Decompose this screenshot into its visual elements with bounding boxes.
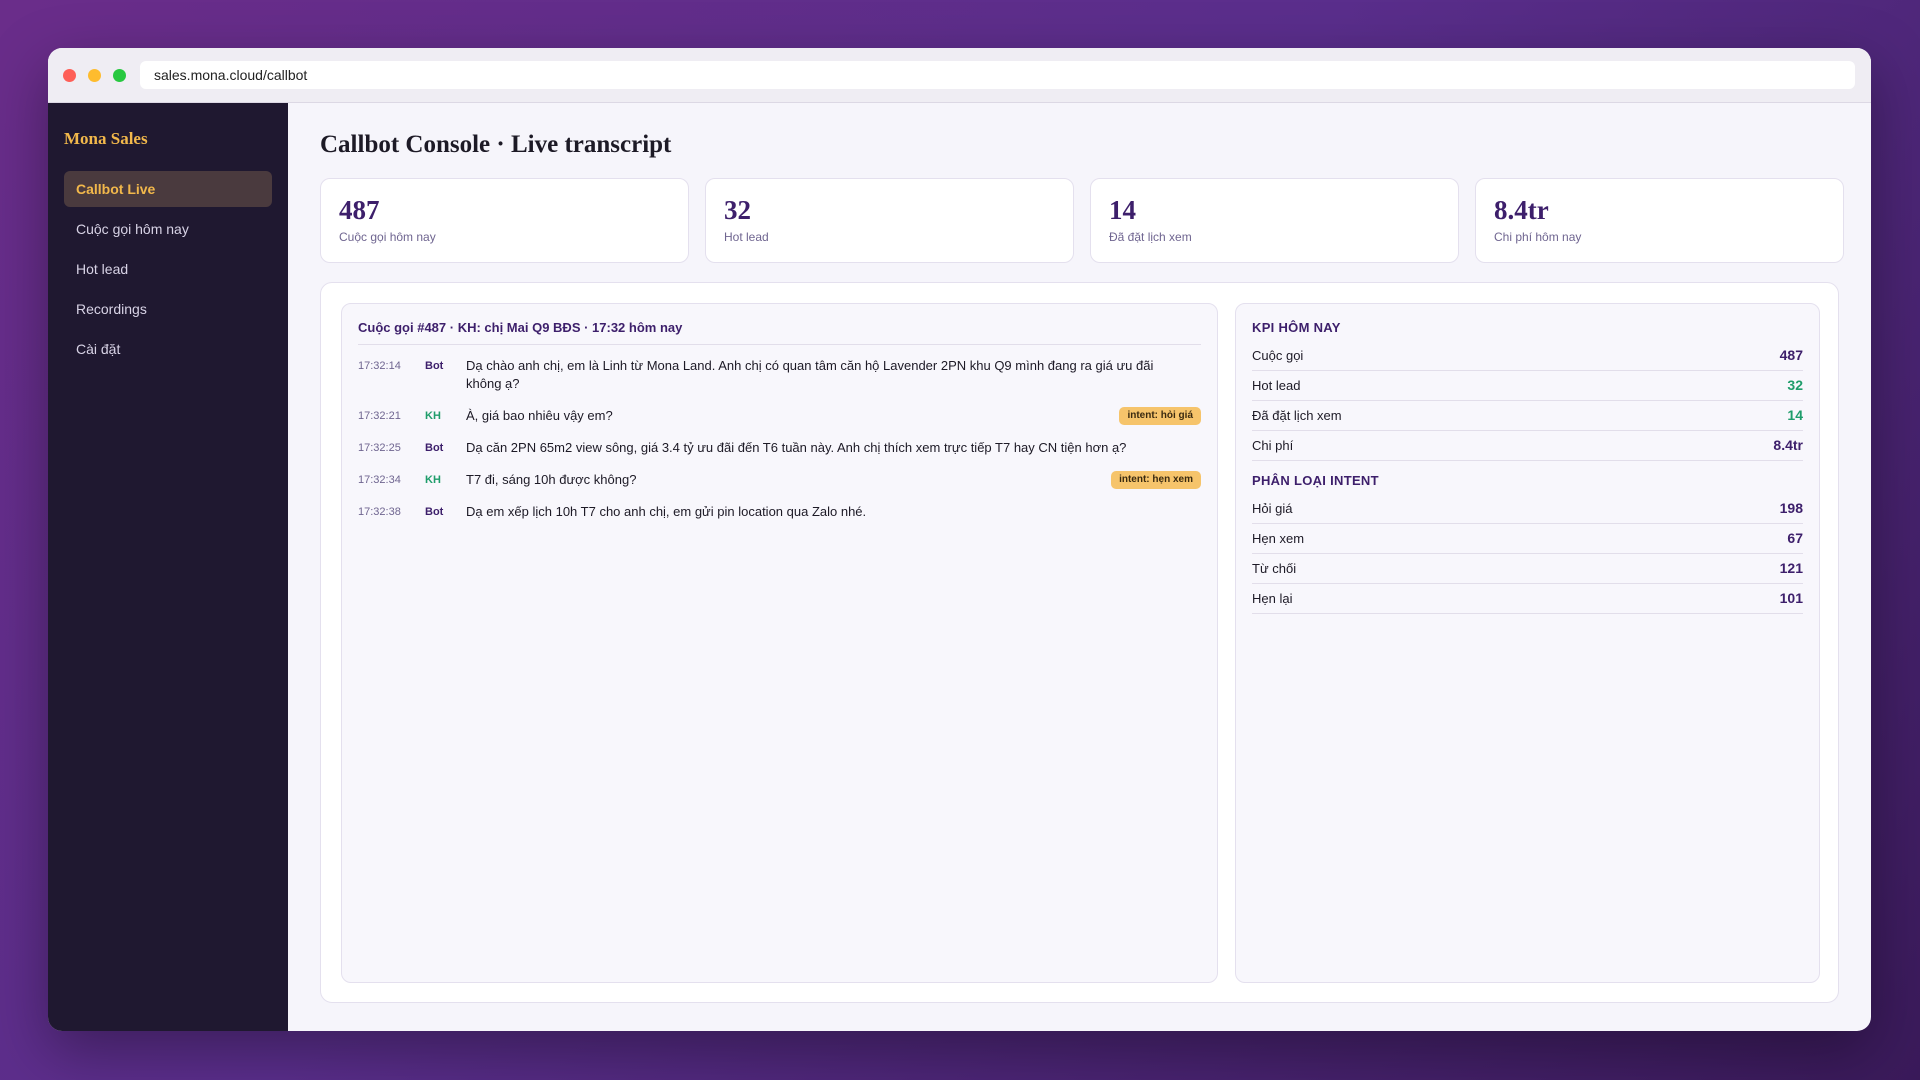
zoom-button[interactable] — [113, 69, 126, 82]
stat-value: 32 — [724, 195, 751, 225]
stat-label: Chi phí hôm nay — [1494, 230, 1582, 244]
kpi-label: Hẹn lại — [1252, 591, 1293, 606]
kpi-value: 121 — [1779, 560, 1803, 576]
nav-item[interactable]: Recordings — [76, 301, 147, 317]
speaker: Bot — [425, 506, 444, 518]
kpi-value: 198 — [1779, 500, 1803, 516]
stat-label: Đã đặt lịch xem — [1109, 230, 1192, 244]
stat-label: Cuộc gọi hôm nay — [339, 230, 436, 244]
timestamp: 17:32:14 — [358, 360, 401, 372]
message: 17:32:21 KH À, giá bao nhiêu vậy em? intent… — [358, 407, 1201, 425]
stat-value: 14 — [1109, 195, 1136, 225]
message-text: À, giá bao nhiêu vậy em? — [466, 408, 613, 423]
close-button[interactable] — [63, 69, 76, 82]
kpi-section: KPI HÔM NAY Cuộc gọi 487 Hot lead 32 Đã đặt l… — [1252, 320, 1803, 461]
kpi-row: Hẹn xem 67 — [1252, 524, 1803, 554]
url-bar[interactable]: sales.mona.cloud/callbot — [140, 61, 1855, 89]
kpi-value: 487 — [1779, 347, 1803, 363]
page-title: Callbot Console · Live transcript — [320, 131, 672, 158]
kpi-row: Hẹn lại 101 — [1252, 584, 1803, 614]
transcript-header: Cuộc gọi #487 · KH: chị Mai Q9 BĐS · 17:… — [358, 320, 1201, 345]
speaker: Bot — [425, 442, 444, 454]
section-title: KPI HÔM NAY — [1252, 320, 1341, 335]
nav-item[interactable]: Callbot Live — [64, 171, 272, 207]
kpi-label: Hot lead — [1252, 378, 1301, 393]
section-title: PHÂN LOẠI INTENT — [1252, 473, 1379, 488]
title-bar: sales.mona.cloud/callbot — [48, 48, 1871, 103]
kpi-value: 101 — [1779, 590, 1803, 606]
browser-window: sales.mona.cloud/callbot Mona Sales Call… — [48, 48, 1871, 1031]
stat-value: 487 — [339, 195, 380, 225]
kpi-panel: KPI HÔM NAY Cuộc gọi 487 Hot lead 32 Đã đặt l… — [1235, 303, 1820, 983]
kpi-row: Hot lead 32 — [1252, 371, 1803, 401]
stat-card: 8.4tr Chi phí hôm nay — [1475, 178, 1844, 263]
message: 17:32:14 Bot Dạ chào anh chị, em là Linh t… — [358, 357, 1201, 393]
stat-card: 32 Hot lead — [705, 178, 1074, 263]
message-text: Dạ căn 2PN 65m2 view sông, giá 3.4 tỷ ưu… — [466, 440, 1127, 455]
kpi-label: Hỏi giá — [1252, 501, 1293, 516]
stat-value: 8.4tr — [1494, 195, 1549, 225]
transcript: Cuộc gọi #487 · KH: chị Mai Q9 BĐS · 17:… — [341, 303, 1218, 983]
speaker: KH — [425, 474, 441, 486]
sidebar: Mona Sales Callbot Live Cuộc gọi hôm nay H… — [48, 103, 288, 1031]
kpi-section: PHÂN LOẠI INTENT Hỏi giá 198 Hẹn xem 67 Từ ch… — [1252, 473, 1803, 614]
nav-item[interactable]: Hot lead — [76, 261, 129, 277]
kpi-value: 32 — [1787, 377, 1803, 393]
kpi-row: Hỏi giá 198 — [1252, 494, 1803, 524]
kpi-label: Từ chối — [1252, 561, 1297, 576]
message-text: Dạ chào anh chị, em là Linh từ Mona Land… — [466, 358, 1154, 391]
minimize-button[interactable] — [88, 69, 101, 82]
stat-label: Hot lead — [724, 230, 769, 244]
timestamp: 17:32:34 — [358, 474, 401, 486]
kpi-row: Đã đặt lịch xem 14 — [1252, 401, 1803, 431]
message-text: Dạ em xếp lịch 10h T7 cho anh chị, em gử… — [466, 504, 867, 519]
main: Callbot Console · Live transcript Cuộc g… — [288, 103, 1871, 1031]
message: 17:32:38 Bot Dạ em xếp lịch 10h T7 cho anh… — [358, 503, 1201, 521]
timestamp: 17:32:21 — [358, 410, 401, 422]
speaker: Bot — [425, 360, 444, 372]
kpi-value: 14 — [1787, 407, 1803, 423]
content-panel: Cuộc gọi #487 · KH: chị Mai Q9 BĐS · 17:… — [320, 282, 1839, 1003]
message: 17:32:34 KH T7 đi, sáng 10h được không? int… — [358, 471, 1201, 489]
timestamp: 17:32:25 — [358, 442, 401, 454]
kpi-row: Cuộc gọi 487 — [1252, 341, 1803, 371]
kpi-row: Chi phí 8.4tr — [1252, 431, 1803, 461]
kpi-label: Hẹn xem — [1252, 531, 1305, 546]
kpi-label: Chi phí — [1252, 438, 1294, 453]
message: 17:32:25 Bot Dạ căn 2PN 65m2 view sông, gi… — [358, 439, 1201, 457]
nav-item[interactable]: Cuộc gọi hôm nay — [76, 221, 189, 237]
message-text: T7 đi, sáng 10h được không? — [466, 472, 637, 487]
kpi-value: 67 — [1787, 530, 1803, 546]
speaker: KH — [425, 410, 441, 422]
kpi-label: Đã đặt lịch xem — [1252, 408, 1342, 423]
kpi-label: Cuộc gọi — [1252, 348, 1304, 363]
stat-card: 14 Đã đặt lịch xem — [1090, 178, 1459, 263]
stat-card: 487 Cuộc gọi hôm nay — [320, 178, 689, 263]
kpi-value: 8.4tr — [1773, 437, 1803, 453]
timestamp: 17:32:38 — [358, 506, 401, 518]
intent-tag: intent: hỏi giá — [1119, 407, 1201, 425]
nav-item[interactable]: Cài đặt — [76, 341, 121, 357]
brand: Mona Sales — [64, 129, 148, 148]
kpi-row: Từ chối 121 — [1252, 554, 1803, 584]
intent-tag: intent: hẹn xem — [1111, 471, 1201, 489]
